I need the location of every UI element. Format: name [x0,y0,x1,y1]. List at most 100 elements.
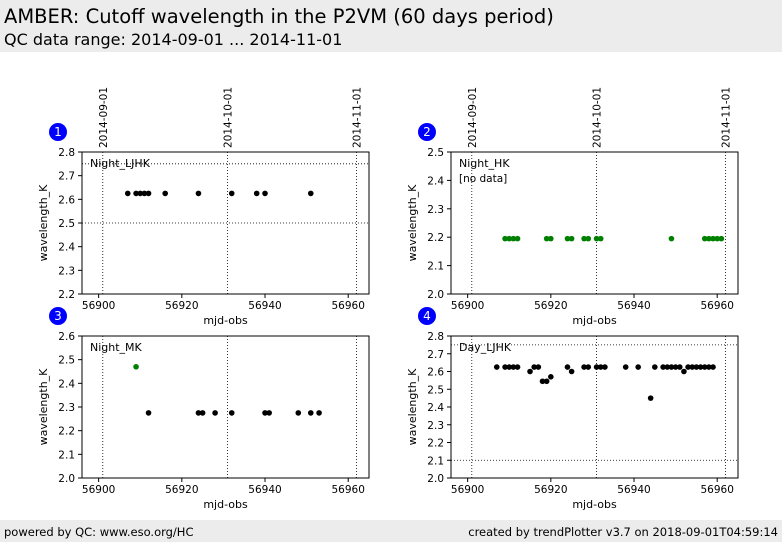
data-point [568,368,575,375]
date-label: 2014-11-01 [721,87,733,148]
data-point [585,235,592,242]
data-point [564,235,571,242]
panel-badge [418,123,436,141]
x-tick-label: 56900 [82,300,115,312]
data-point [681,368,687,375]
data-point [710,364,716,370]
data-point [506,235,513,242]
x-tick-label: 56940 [248,300,281,312]
page-title: AMBER: Cutoff wavelength in the P2VM (60… [4,5,554,28]
x-tick-label: 56960 [331,300,364,312]
panel-badge-number: 3 [54,309,62,323]
data-point [502,364,508,370]
panel-badge [49,123,67,141]
data-point [706,364,712,370]
date-label: 2014-10-01 [223,87,235,148]
data-point [652,364,658,370]
y-tick-label: 2.6 [427,367,444,379]
data-point [228,190,235,197]
y-tick-label: 2.6 [58,194,75,206]
data-point [593,235,600,242]
data-point [145,410,152,416]
header-bar: AMBER: Cutoff wavelength in the P2VM (60… [0,0,782,52]
data-point [199,410,206,416]
data-point [597,364,604,370]
y-axis-label: wavelength_K [37,368,50,446]
plot-frame [450,151,739,295]
y-tick-label: 2.4 [58,378,75,390]
data-point [295,410,302,416]
date-label: 2014-11-01 [352,87,364,148]
panel-label: Night_HK [459,157,510,170]
data-point [568,235,575,242]
y-tick-label: 2.2 [427,438,444,450]
data-point [253,190,260,197]
y-tick-label: 2.6 [58,331,75,343]
x-tick-label: 56960 [331,484,364,496]
panel-label: Night_LJHK [90,157,151,170]
data-point [597,235,604,242]
data-point [548,235,554,242]
data-point [316,410,322,416]
data-point [543,235,550,242]
data-point [145,190,152,197]
y-axis-label: wavelength_K [406,184,419,262]
y-tick-label: 2.3 [58,265,75,277]
x-tick-label: 56940 [617,300,650,312]
panel-label: Day_LJHK [459,341,512,354]
x-axis-label: mjd-obs [572,314,617,327]
data-point [543,378,550,385]
data-point [602,364,608,370]
data-point [593,364,600,370]
y-tick-label: 2.3 [58,402,75,414]
data-point [564,364,571,370]
date-label: 2014-09-01 [467,87,479,148]
panel-badge-number: 2 [423,125,431,139]
panel-note: [no data] [459,173,507,185]
data-point [697,364,704,370]
y-tick-label: 2.3 [427,420,444,432]
y-tick-label: 2.5 [58,218,75,230]
panel-label: Night_MK [90,341,143,354]
x-axis-label: mjd-obs [203,498,248,511]
plot-frame [81,335,370,479]
data-point [710,235,716,242]
y-tick-label: 2.1 [427,455,444,467]
data-point [307,410,314,416]
x-tick-label: 56920 [165,300,198,312]
data-point [685,364,691,370]
footer-created: created by trendPlotter v3.7 on 2018-09-… [468,525,778,539]
data-point [124,190,131,197]
date-label: 2014-09-01 [98,87,110,148]
footer-bar: powered by QC: www.eso.org/HC created by… [0,520,782,542]
data-point [647,395,654,401]
data-point [514,235,521,242]
data-point [701,235,708,242]
data-point [228,410,235,416]
x-axis-label: mjd-obs [572,498,617,511]
data-point [668,364,675,370]
x-tick-label: 56920 [165,484,198,496]
y-tick-label: 2.2 [58,289,75,301]
y-axis-label: wavelength_K [406,368,419,446]
chart-panel-4: 56900 56920 56940 56960 2.0 2.1 2.2 2.3 2.4 2.5 2.… [406,307,739,511]
x-tick-label: 56940 [617,484,650,496]
y-tick-label: 2.7 [58,171,75,183]
data-point [701,364,708,370]
y-tick-label: 2.0 [427,289,444,301]
y-tick-label: 2.1 [58,449,75,461]
panel-badge-number: 1 [54,125,62,139]
data-point [493,364,500,370]
data-point [162,190,168,197]
y-tick-label: 2.0 [58,473,75,485]
data-point [718,235,725,242]
data-point [212,410,218,416]
y-tick-label: 2.8 [58,147,75,159]
data-point [660,364,666,370]
x-tick-label: 56900 [451,300,484,312]
data-point [672,364,679,370]
date-label: 2014-10-01 [592,87,604,148]
data-point [585,364,592,370]
data-point [531,364,537,370]
data-point [137,190,144,197]
